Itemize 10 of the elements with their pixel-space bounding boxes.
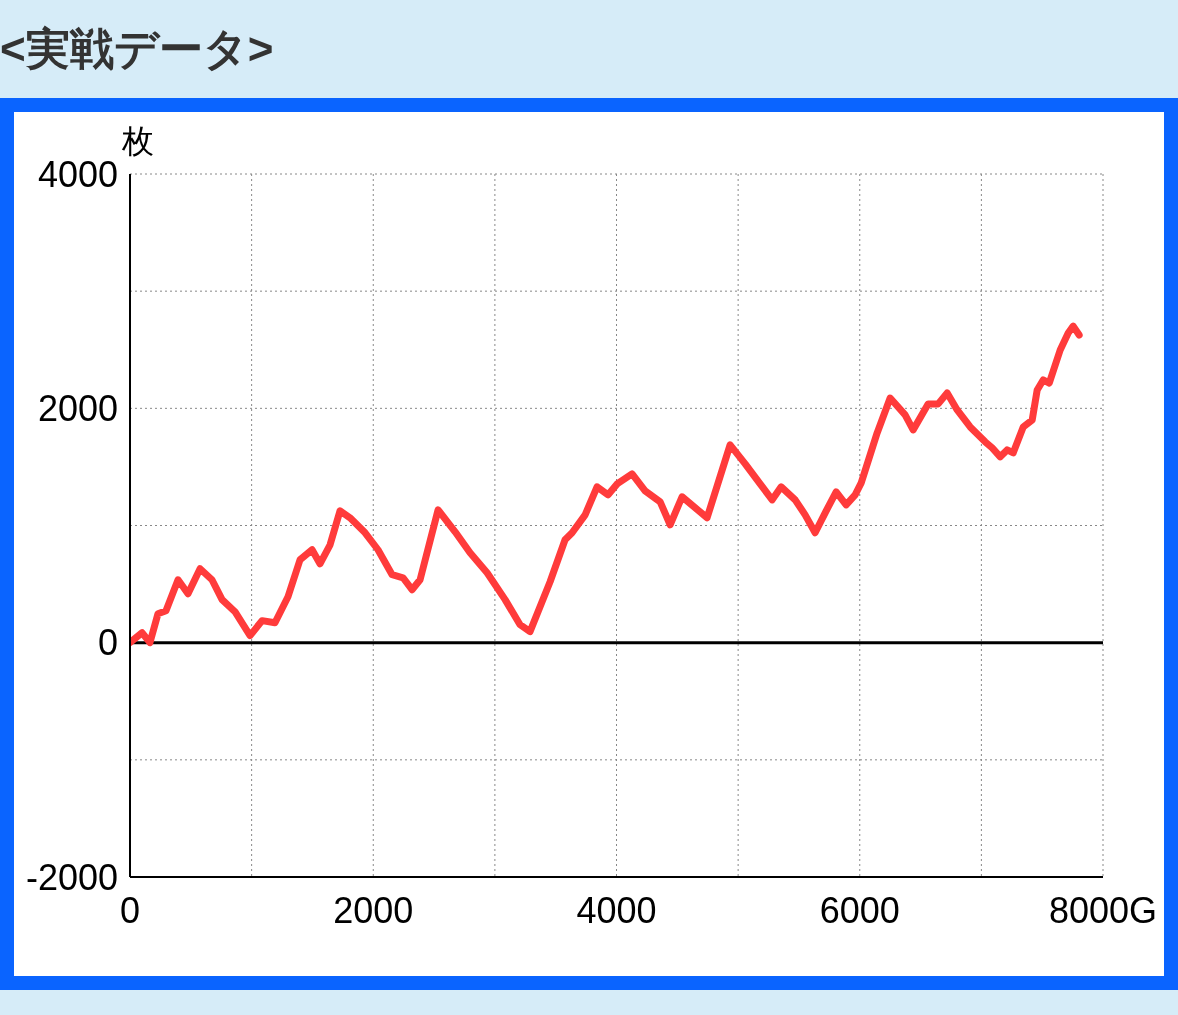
x-tick-label: 8000G [1048, 889, 1158, 931]
chart-title: <実戦データ> [0, 22, 275, 75]
y-axis-title: 枚 [121, 123, 154, 159]
y-tick-label: 4000 [37, 153, 118, 195]
x-tick-label: 2000 [333, 889, 414, 931]
x-tick-label: 4000 [576, 889, 657, 931]
x-tick-label: 6000 [819, 889, 900, 931]
y-tick-label: -2000 [25, 856, 118, 898]
y-tick-label: 2000 [37, 388, 118, 430]
y-tick-label: 0 [97, 622, 118, 664]
